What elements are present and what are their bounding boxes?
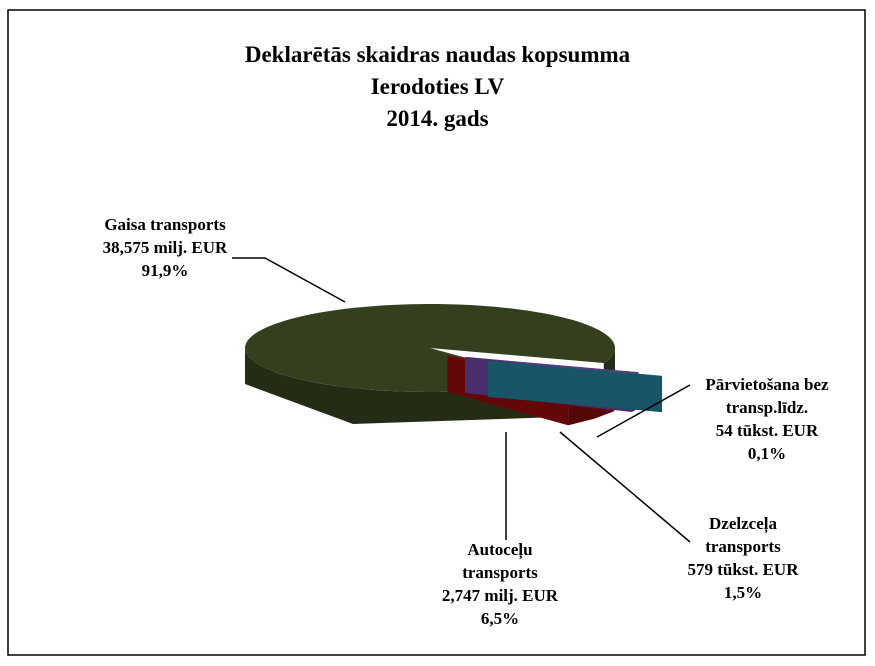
leader-line [596,384,691,438]
category-label: Autoceļu transports [462,540,538,582]
category-label: Dzelzceļa transports [705,514,781,556]
data-label: Pārvietošana bez transp.līdz. 54 tūkst. E… [672,373,862,465]
data-label: Dzelzceļa transports 579 tūkst. EUR 1,5% [668,512,818,604]
category-label: Gaisa transports [104,215,226,234]
category-label: Pārvietošana bez transp.līdz. [705,375,829,417]
slice [488,360,662,377]
chart-title: 2014. gads [386,106,489,131]
percent-label: 0,1% [747,444,787,463]
amount-label: 38,575 milj. EUR [102,238,228,257]
amount-label: 2,747 milj. EUR [441,586,559,605]
slice [245,304,615,392]
percent-label: 6,5% [480,609,520,628]
leader-line [232,257,346,303]
data-label: Autoceļu transports 2,747 milj. EUR 6,5% [410,538,590,630]
amount-label: 54 tūkst. EUR [715,421,819,440]
percent-label: 91,9% [141,261,189,280]
chart-title: Deklarētās skaidras naudas kopsumma [244,42,631,67]
slice-side [245,348,551,424]
amount-label: 579 tūkst. EUR [687,560,799,579]
data-label: Gaisa transports 38,575 milj. EUR 91,9% [55,213,275,282]
chart-title: Ierodoties LV [370,74,505,99]
leader-line [559,431,691,543]
percent-label: 1,5% [723,583,763,602]
slice-wall [488,360,662,413]
